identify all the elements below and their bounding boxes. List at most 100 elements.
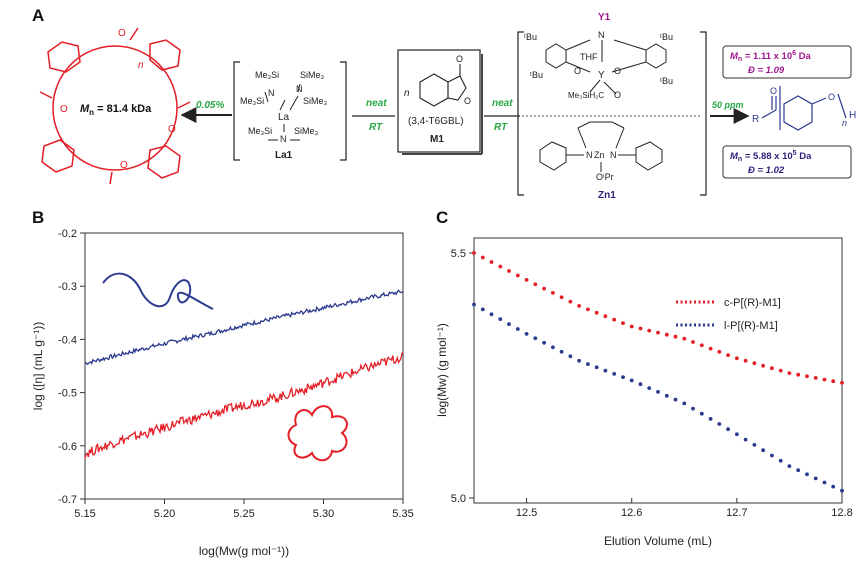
y-tick-label: -0.2: [58, 228, 77, 240]
data-point-cyclic: [594, 310, 599, 315]
data-point-linear: [822, 480, 827, 485]
data-point-cyclic: [664, 332, 669, 337]
mn-top-symbol: M: [730, 51, 739, 62]
la-metal: La: [278, 112, 290, 123]
data-point-linear: [717, 422, 722, 426]
data-point-cyclic: [612, 317, 617, 322]
data-point-linear: [472, 302, 476, 307]
left-condition-rt: RT: [369, 122, 383, 133]
polymer-h: H: [849, 110, 856, 121]
data-point-cyclic: [586, 307, 590, 312]
data-point-cyclic: [840, 380, 844, 385]
chart-c-plot-area: [473, 237, 843, 504]
mn-top-exp: 6: [792, 50, 796, 57]
la-tms3: Me₃Si: [240, 96, 264, 106]
data-point-linear: [515, 327, 520, 331]
la-tms4: SiMe₃: [303, 96, 328, 106]
data-point-linear: [629, 378, 634, 383]
data-point-cyclic: [822, 377, 827, 382]
mn-top-box: [722, 45, 852, 79]
data-point-cyclic: [559, 295, 564, 300]
data-point-cyclic: [787, 371, 792, 375]
chart-c: 12.5 12.6 12.7 12.8 5.5 5.0 c-P[(R)-M1] l-P[(…: [435, 237, 853, 548]
data-point-linear: [559, 349, 564, 354]
macrocycle-o2: O: [60, 104, 68, 115]
data-point-linear: [577, 358, 581, 363]
zn-ipr: ⁱPr: [603, 172, 614, 182]
x-tick-label: 12.7: [726, 507, 747, 519]
data-point-linear: [761, 448, 765, 453]
linear-chain-illustration: [102, 272, 214, 310]
y-o2: O: [614, 66, 621, 76]
data-point-linear: [507, 322, 511, 326]
data-point-linear: [691, 406, 695, 411]
left-arrow-loading: 0.05%: [196, 100, 224, 111]
la-n3: N: [280, 134, 287, 144]
data-point-linear: [603, 368, 608, 373]
polymer-r: R: [752, 114, 759, 125]
monomer-n: n: [404, 88, 410, 99]
macrocycle-o1: O: [118, 28, 126, 39]
data-point-cyclic: [603, 314, 608, 319]
data-point-cyclic: [691, 340, 695, 344]
monomer-id: M1: [430, 134, 444, 145]
monomer-carbonyl-o: O: [456, 54, 463, 64]
data-point-linear: [612, 372, 617, 376]
data-point-linear: [770, 453, 774, 458]
right-condition-neat: neat: [492, 98, 513, 109]
y-tbu4: ᵗBu: [660, 76, 673, 86]
catalyst-bracket: [517, 31, 707, 196]
mn-bottom-symbol: M: [730, 151, 739, 162]
data-point-cyclic: [524, 278, 529, 282]
x-tick-label: 12.5: [516, 507, 537, 519]
y-tbu2: ᵗBu: [660, 32, 673, 42]
y-thf: THF: [580, 52, 598, 62]
y-tick-label: -0.3: [58, 281, 77, 293]
y-o3: O: [614, 90, 621, 100]
mn-bottom-sub: n: [738, 156, 742, 163]
macrocycle-o4: O: [120, 160, 128, 171]
y-tick-label: -0.5: [58, 388, 77, 400]
la-tms6: SiMe₃: [294, 126, 319, 136]
x-tick-label: 12.6: [621, 507, 642, 519]
data-point-cyclic: [629, 324, 634, 329]
data-point-linear: [568, 354, 573, 359]
y-metal: Y: [598, 70, 605, 81]
data-point-linear: [743, 437, 748, 442]
chart-c-ylabel: log(Mw) (g mol⁻¹): [435, 323, 449, 417]
chart-b-plot-area: [84, 232, 404, 500]
data-point-cyclic: [498, 264, 503, 269]
legend-label-linear: l-P[(R)-M1]: [724, 320, 778, 332]
data-point-linear: [542, 340, 546, 345]
x-tick-label: 5.20: [154, 508, 175, 520]
data-point-cyclic: [717, 349, 722, 354]
data-point-linear: [805, 472, 809, 477]
data-point-cyclic: [761, 363, 765, 368]
data-point-cyclic: [647, 328, 652, 333]
svg-text:OⁱPr: OⁱPr: [596, 172, 614, 182]
chart-b-xlabel: log(Mw(g mol⁻¹)): [199, 544, 289, 558]
data-point-cyclic: [726, 353, 730, 357]
mn-top-unit: Da: [796, 51, 812, 62]
data-point-cyclic: [638, 326, 643, 331]
right-condition-rt: RT: [494, 122, 508, 133]
mn-top-sub: n: [738, 56, 742, 63]
polymer-o1: O: [770, 86, 777, 96]
x-tick-label: 5.35: [392, 508, 413, 520]
data-point-cyclic: [673, 334, 678, 339]
data-point-linear: [638, 382, 643, 387]
la-tms5: Me₃Si: [248, 126, 272, 136]
data-point-linear: [778, 458, 783, 463]
data-point-linear: [621, 375, 625, 379]
data-point-linear: [682, 401, 687, 406]
data-point-linear: [498, 317, 503, 321]
polymer-n: n: [842, 118, 847, 128]
data-point-linear: [699, 411, 704, 416]
mn-bottom-exp: 5: [793, 150, 797, 157]
y-n: N: [598, 30, 605, 40]
data-point-linear: [673, 397, 678, 402]
zn-catalyst-name: Zn1: [598, 190, 616, 201]
data-point-cyclic: [796, 372, 801, 377]
data-point-linear: [656, 390, 660, 394]
x-tick-label: 12.8: [831, 507, 852, 519]
